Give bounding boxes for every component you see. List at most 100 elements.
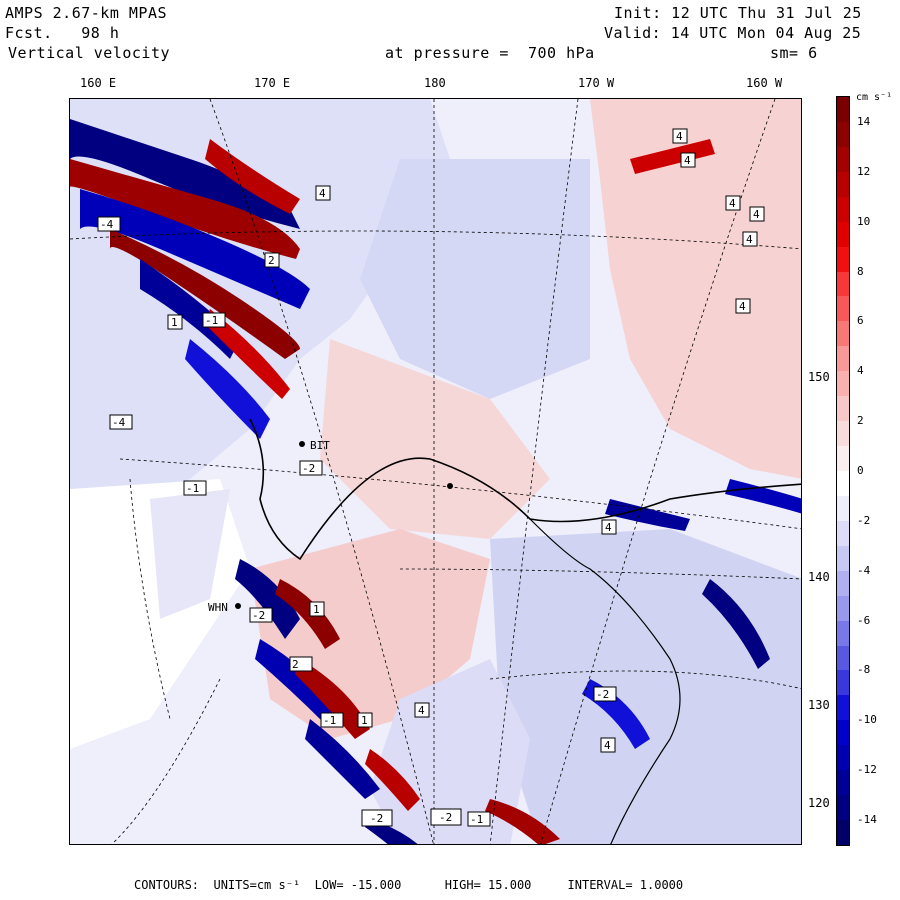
contour-units: UNITS=cm s⁻¹	[213, 878, 301, 892]
svg-text:-1: -1	[323, 714, 336, 727]
colorbar-tick-label: 10	[857, 214, 871, 228]
wave-band-negative-10	[725, 479, 801, 514]
extremum-label: 4	[600, 737, 616, 753]
wave-band-negative-4	[185, 339, 270, 439]
wave-band-positive-6	[295, 659, 370, 739]
svg-text:-4: -4	[100, 218, 114, 231]
colorbar-tick-label: -4	[857, 563, 871, 577]
colorbar-segment	[837, 670, 849, 696]
extremum-label: 1	[309, 601, 325, 617]
svg-text:4: 4	[605, 521, 612, 534]
svg-text:1: 1	[361, 714, 368, 727]
svg-text:-2: -2	[439, 811, 452, 824]
grounding-line	[529, 518, 681, 844]
colorbar-tick-label: 14	[857, 114, 871, 128]
extremum-labels: 4 4 4 4 4 4 2 1 -1 4 -4 -4 -1 -2 4 1 2 -…	[97, 128, 765, 827]
station-marker	[447, 483, 453, 489]
colorbar-tick-label: -10	[857, 713, 877, 727]
svg-text:4: 4	[676, 130, 683, 143]
extremum-label: -1	[183, 480, 207, 496]
pressure-label: at pressure =	[385, 44, 509, 62]
svg-text:2: 2	[268, 254, 275, 267]
colorbar-segment	[837, 271, 849, 297]
colorbar-tick-label: 8	[857, 264, 864, 278]
extremum-label: 4	[601, 519, 617, 535]
extremum-label: 2	[264, 252, 280, 268]
colorbar-segment	[837, 346, 849, 372]
extremum-label: -2	[299, 460, 323, 476]
colorbar-segment	[837, 396, 849, 422]
svg-text:1: 1	[171, 316, 178, 329]
lon-label-170e: 170 E	[254, 76, 291, 90]
colorbar-segment	[837, 371, 849, 397]
station-label-whn: WHN	[208, 601, 228, 614]
colorbar-tick-label: -8	[857, 663, 871, 677]
coastal-shelf-region	[150, 489, 230, 619]
model-title: AMPS 2.67-km MPAS	[5, 4, 168, 22]
colorbar-tick-label: 6	[857, 314, 864, 328]
svg-text:-2: -2	[370, 812, 383, 825]
colorbar-segment	[837, 196, 849, 223]
colorbar-segment	[837, 246, 849, 273]
wave-band-negative-6	[255, 639, 340, 724]
vertical-velocity-field: BIT WHN 4 4 4 4 4 4 2 1 -1 4 -4 -4 -1 -2…	[70, 99, 801, 844]
svg-text:-4: -4	[112, 416, 126, 429]
lat-label-150w: 150 W	[808, 370, 845, 384]
colorbar-segment	[837, 471, 849, 497]
lon-label-180: 180	[424, 76, 446, 90]
southeast-negative-region	[490, 529, 801, 844]
station-label-bit: BIT	[310, 439, 330, 452]
wave-band-positive-3	[205, 139, 300, 214]
extremum-label: -2	[361, 809, 393, 827]
coastline	[249, 418, 801, 561]
lat-label-130w: 130 W	[808, 698, 845, 712]
colorbar-units: cm s⁻¹	[856, 92, 893, 103]
svg-text:4: 4	[753, 208, 760, 221]
extremum-label: -2	[593, 686, 617, 702]
svg-text:-2: -2	[252, 609, 265, 622]
forecast-label-text: Fcst.	[5, 24, 53, 42]
wave-band-negative-2	[80, 189, 310, 309]
colorbar-segment	[837, 720, 849, 746]
svg-text:4: 4	[604, 739, 611, 752]
wave-band-positive-9	[485, 799, 560, 844]
forecast-hour: 98 h	[81, 24, 120, 42]
svg-text:-1: -1	[186, 482, 199, 495]
variable-name: Vertical velocity	[8, 44, 171, 62]
colorbar-segment	[837, 770, 849, 796]
central-negative-region	[360, 159, 590, 399]
colorbar-segment	[837, 121, 849, 148]
colorbar-segment	[837, 745, 849, 771]
colorbar-segment	[837, 620, 849, 647]
svg-text:4: 4	[319, 187, 326, 200]
colorbar-tick-label: 12	[857, 164, 871, 178]
svg-text:4: 4	[739, 300, 746, 313]
wave-band-negative-9	[605, 499, 690, 531]
svg-text:-2: -2	[596, 688, 609, 701]
contour-high: HIGH= 15.000	[444, 878, 532, 892]
extremum-label: 4	[742, 231, 758, 247]
wave-band-positive-1	[70, 159, 300, 259]
pressure-level: at pressure = 700 hPa	[385, 44, 595, 62]
lat-label-120w: 120 W	[808, 796, 845, 810]
wave-band-negative-1	[70, 119, 300, 229]
extremum-label: 4	[414, 702, 430, 718]
wave-band-negative-11	[702, 579, 770, 669]
station-marker	[299, 441, 305, 447]
colorbar-segment	[837, 570, 849, 597]
wave-band-positive-8	[630, 139, 715, 174]
wave-band-negative-5	[235, 559, 300, 639]
extremum-label: -4	[109, 414, 133, 430]
extremum-label: -1	[320, 712, 344, 728]
colorbar-tick-label: -2	[857, 513, 871, 527]
contour-low: LOW= -15.000	[314, 878, 402, 892]
svg-text:-1: -1	[205, 314, 218, 327]
extremum-label: -4	[97, 216, 121, 232]
lon-label-170w: 170 W	[578, 76, 615, 90]
svg-text:4: 4	[746, 233, 753, 246]
colorbar-segment	[837, 97, 849, 123]
valid-time: Valid: 14 UTC Mon 04 Aug 25	[604, 24, 862, 42]
extremum-label: 4	[315, 185, 331, 201]
colorbar-segment	[837, 221, 849, 248]
colorbar-segment	[837, 545, 849, 572]
